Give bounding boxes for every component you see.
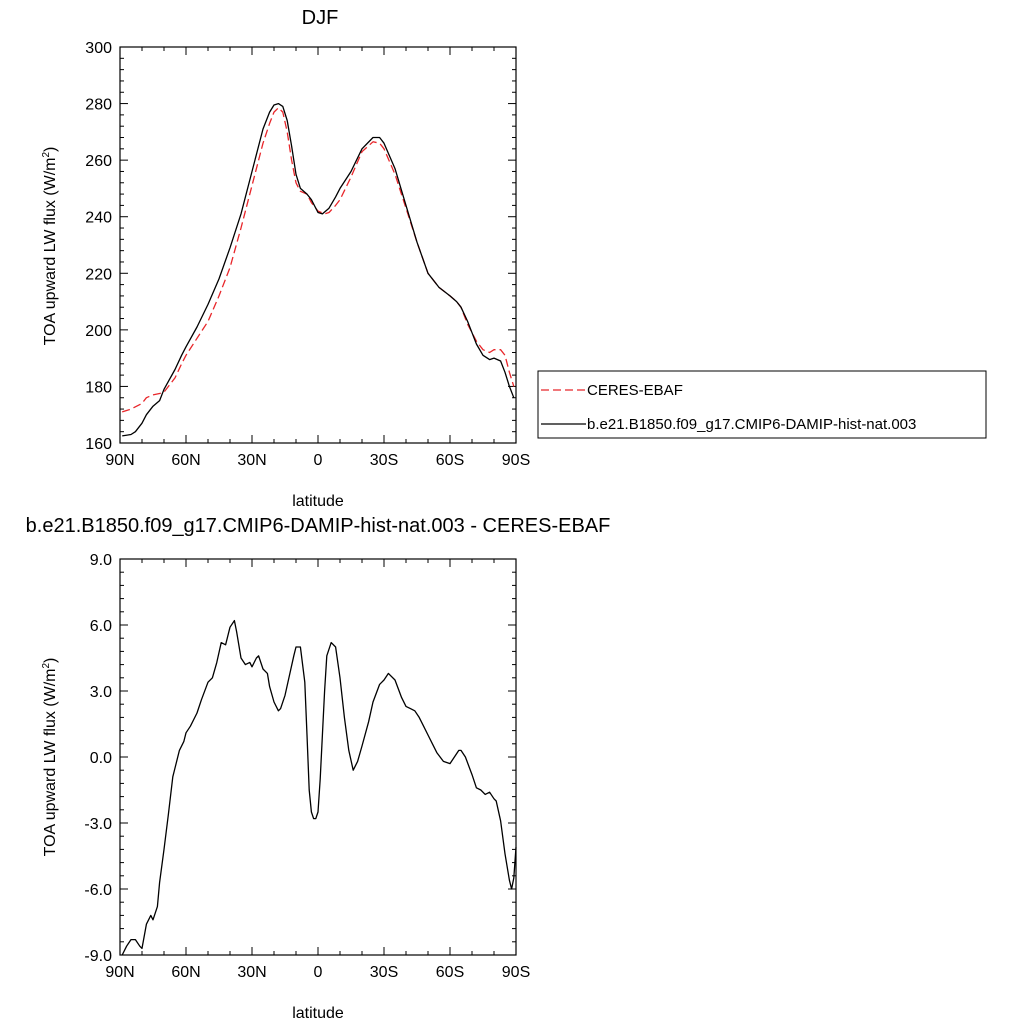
panel0-y-tick-label: 180	[85, 379, 112, 396]
panel1-x-tick-label: 90N	[105, 964, 134, 981]
panel0-y-tick-label: 220	[85, 266, 112, 283]
panel0-y-tick-label: 280	[85, 97, 112, 114]
panel0-x-tick-label: 90S	[502, 452, 530, 469]
top-y-axis-label-sup: 2	[41, 152, 52, 158]
panel0-y-tick-label: 200	[85, 323, 112, 340]
panel1-frame	[119, 558, 517, 956]
top-y-axis-label: TOA upward LW flux (W/m2)	[41, 147, 59, 346]
panel0-x-tick-label: 30S	[370, 452, 398, 469]
top-x-axis-label: latitude	[292, 493, 344, 510]
bottom-x-axis-label: latitude	[292, 1005, 344, 1022]
panel1-series-line-0	[121, 619, 517, 956]
legend: CERES-EBAF b.e21.B1850.f09_g17.CMIP6-DAM…	[537, 370, 987, 439]
panel1-x-tick-label: 0	[314, 964, 323, 981]
panel1-y-tick-label: 0.0	[90, 750, 112, 767]
bottom-plot-area: 90N 60N 30N 0 30S 60S 90S -9.0 -6.0 -3.0 0.0 3.0 6.0…	[84, 552, 530, 981]
panel1-y-tick-label: -3.0	[84, 816, 112, 833]
bottom-y-axis-label: TOA upward LW flux (W/m2)	[41, 658, 59, 857]
panel0-x-tick-label: 60S	[436, 452, 464, 469]
panel0-frame	[119, 46, 517, 444]
panel0-x-tick-label: 0	[314, 452, 323, 469]
bottom-panel-title: b.e21.B1850.f09_g17.CMIP6-DAMIP-hist-nat…	[26, 515, 611, 537]
panel1-x-tick-label: 30N	[237, 964, 266, 981]
panel1-y-tick-label: -6.0	[84, 882, 112, 899]
panel1-y-tick-label: -9.0	[84, 948, 112, 965]
top-panel-title: DJF	[302, 7, 339, 29]
bottom-y-axis-label-sup: 2	[41, 663, 52, 669]
panel0-x-tick-label: 30N	[237, 452, 266, 469]
panel0-series-line-0	[122, 107, 515, 413]
panel0-x-tick-label: 60N	[171, 452, 200, 469]
bottom-y-axis-label-main: TOA upward LW flux (W/m	[42, 669, 59, 857]
legend-label-model: b.e21.B1850.f09_g17.CMIP6-DAMIP-hist-nat…	[587, 416, 916, 433]
legend-box	[537, 370, 987, 439]
panel0-x-tick-label: 90N	[105, 452, 134, 469]
panel1-x-tick-label: 30S	[370, 964, 398, 981]
panel1-x-tick-label: 60S	[436, 964, 464, 981]
top-plot-area: 90N 60N 30N 0 30S 60S 90S 160 180 200 220 240 260 280…	[85, 40, 530, 469]
bottom-panel: b.e21.B1850.f09_g17.CMIP6-DAMIP-hist-nat…	[26, 515, 611, 1022]
panel0-series-line-1	[122, 102, 515, 437]
panel1-y-tick-label: 9.0	[90, 552, 112, 569]
panel0-y-tick-label: 240	[85, 210, 112, 227]
bottom-y-axis-label-close: )	[42, 658, 59, 663]
panel0-y-tick-label: 260	[85, 153, 112, 170]
top-y-axis-label-close: )	[42, 147, 59, 152]
panel1-x-tick-label: 60N	[171, 964, 200, 981]
panel1-y-tick-label: 3.0	[90, 684, 112, 701]
panel1-y-tick-label: 6.0	[90, 618, 112, 635]
legend-label-ceres: CERES-EBAF	[587, 382, 683, 399]
panel0-y-tick-label: 160	[85, 436, 112, 453]
top-panel: DJF 90N 60N 30N 0 30S 60S 90S 160 180 200 220 240 26…	[41, 7, 987, 510]
panel1-x-tick-label: 90S	[502, 964, 530, 981]
top-y-axis-label-main: TOA upward LW flux (W/m	[42, 158, 59, 346]
panel0-y-tick-label: 300	[85, 40, 112, 57]
